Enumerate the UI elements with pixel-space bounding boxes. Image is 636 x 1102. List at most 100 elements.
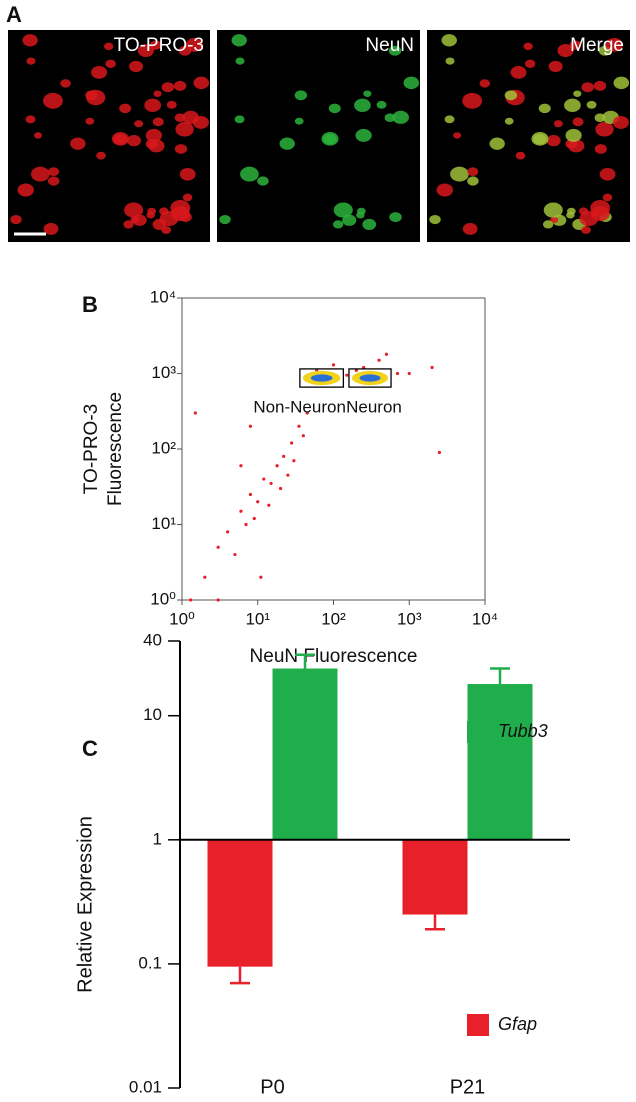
gate <box>348 368 392 388</box>
cell <box>174 113 186 122</box>
error-bar <box>230 966 250 985</box>
image-label: NeuN <box>365 35 414 56</box>
cell <box>586 100 597 109</box>
cell <box>590 200 611 216</box>
cell <box>294 117 304 125</box>
cell <box>593 80 607 91</box>
cell <box>594 113 606 122</box>
cell <box>524 59 536 69</box>
point <box>377 358 381 362</box>
cell <box>566 211 575 219</box>
y-axis-label: Fluorescence <box>105 392 126 506</box>
cell <box>581 82 594 93</box>
point <box>331 363 336 367</box>
y-tick-label: 10⁰ <box>150 589 176 608</box>
point <box>354 368 358 372</box>
density-core <box>359 374 381 382</box>
cell <box>91 66 108 79</box>
cell <box>148 139 165 153</box>
cell <box>234 115 245 124</box>
cell <box>467 176 479 186</box>
point <box>244 522 248 527</box>
point <box>267 503 271 507</box>
cell <box>605 38 623 52</box>
point <box>292 459 296 463</box>
cell <box>22 34 38 47</box>
cell <box>542 220 554 229</box>
cell <box>119 103 132 114</box>
error-bar <box>490 667 510 685</box>
cell <box>104 42 114 51</box>
cell <box>161 226 172 234</box>
point <box>248 424 253 428</box>
y-tick-label: 40 <box>143 630 162 649</box>
cell <box>192 115 209 129</box>
cell <box>354 98 371 113</box>
legend-label: Tubb3 <box>498 721 548 741</box>
x-tick-label: 10³ <box>397 609 422 628</box>
cell <box>546 135 561 147</box>
cell <box>48 167 60 176</box>
cell <box>595 121 614 137</box>
point <box>216 545 220 549</box>
cell <box>219 214 231 225</box>
y-axis-label: Relative Expression <box>74 816 96 993</box>
cell <box>193 76 210 90</box>
y-tick-label: 0.1 <box>138 953 162 972</box>
cell <box>159 210 179 227</box>
cell <box>479 79 491 88</box>
point <box>407 371 411 376</box>
x-tick-label: 10⁰ <box>169 609 195 628</box>
cell <box>124 202 144 218</box>
cell <box>384 113 396 122</box>
error-bar <box>425 914 445 931</box>
cell <box>462 92 483 109</box>
cell <box>152 117 164 127</box>
cell <box>392 110 409 124</box>
image-label: Merge <box>570 35 624 56</box>
bar <box>272 668 338 840</box>
cell <box>403 76 420 90</box>
cell <box>170 200 191 216</box>
cell <box>568 139 585 153</box>
cell <box>60 79 71 88</box>
cell <box>130 216 139 224</box>
cell <box>602 193 613 202</box>
cell <box>123 220 134 229</box>
cell <box>47 176 60 186</box>
x-tick-label: 10⁴ <box>472 609 498 628</box>
cell <box>355 128 372 142</box>
cell <box>510 66 527 79</box>
panel-label: B <box>82 292 98 317</box>
cell <box>504 117 514 125</box>
point <box>269 481 273 486</box>
cell <box>70 137 86 150</box>
cell <box>489 137 505 150</box>
x-tick-label: 10² <box>321 609 346 628</box>
cell <box>389 212 402 223</box>
cell <box>581 226 591 234</box>
y-tick-label: 0.01 <box>129 1077 162 1096</box>
y-tick-label: 10² <box>151 438 176 457</box>
cell <box>444 115 455 124</box>
point <box>305 411 309 415</box>
x-tick-label: 10¹ <box>245 609 270 628</box>
y-tick-label: 10¹ <box>151 514 176 533</box>
cell <box>363 90 372 97</box>
cell <box>161 82 175 93</box>
cell <box>462 222 478 235</box>
cell <box>144 98 162 113</box>
cell <box>445 57 455 65</box>
cell <box>175 121 194 137</box>
cell <box>235 57 245 65</box>
cell <box>549 216 559 224</box>
cell <box>85 90 98 101</box>
point <box>430 365 434 370</box>
cell <box>573 90 582 97</box>
point <box>297 424 301 428</box>
cell <box>96 151 106 160</box>
cell <box>523 42 533 51</box>
point <box>233 552 237 557</box>
point <box>193 411 197 415</box>
